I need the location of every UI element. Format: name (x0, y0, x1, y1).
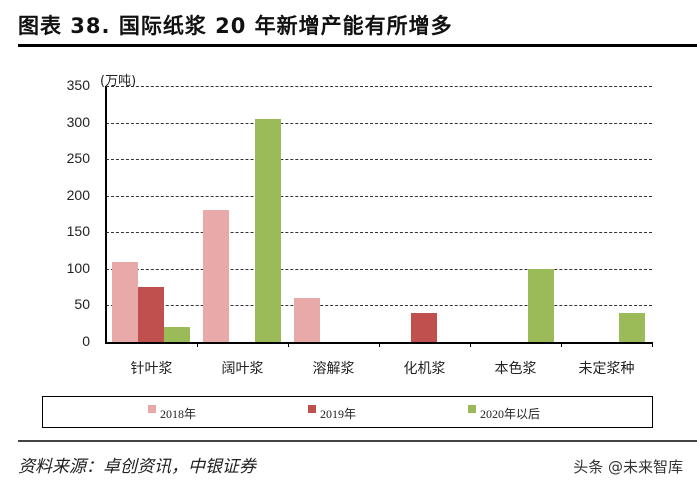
watermark: 头条 @未来智库 (573, 458, 683, 476)
x-tick (470, 342, 471, 347)
x-tick (652, 342, 653, 347)
source-note: 资料来源：卓创资讯，中银证券 (18, 457, 256, 477)
gridline (106, 195, 652, 197)
y-tick-label: 300 (66, 113, 90, 130)
swatch (468, 405, 476, 413)
swatch (308, 405, 316, 413)
x-category-label: 溶解浆 (312, 361, 355, 377)
x-category-label: 化机浆 (403, 361, 446, 377)
x-category-label: 针叶浆 (130, 361, 173, 377)
bar (164, 327, 190, 342)
swatch (148, 405, 156, 413)
y-tick-label: 100 (66, 259, 90, 276)
x-axis (105, 342, 652, 344)
gridline (106, 232, 652, 234)
bar (138, 287, 164, 342)
x-tick (197, 342, 198, 347)
bar (112, 261, 138, 342)
gridline (106, 305, 652, 307)
legend: 2018年 2019年 2020年以后 (42, 396, 653, 428)
gridline (106, 268, 652, 270)
footer-rule (18, 440, 697, 442)
title-rule (18, 44, 697, 47)
y-tick-label: 200 (66, 186, 90, 203)
bar (294, 298, 320, 342)
chart-title: 图表 38. 国际纸浆 20 年新增产能有所增多 (18, 14, 453, 38)
y-unit-label: (万吨) (100, 74, 137, 89)
bar (411, 312, 437, 342)
gridline (106, 86, 652, 87)
y-tick-label: 350 (66, 77, 90, 93)
x-tick (379, 342, 380, 347)
x-category-label: 未定浆种 (578, 361, 635, 377)
gridline (106, 159, 652, 161)
x-tick (561, 342, 562, 347)
x-category-label: 本色浆 (494, 361, 537, 377)
bar (528, 268, 554, 342)
y-tick-label: 0 (82, 333, 90, 349)
x-category-label: 阔叶浆 (221, 361, 264, 377)
y-tick-label: 250 (66, 150, 90, 167)
y-axis (105, 86, 107, 343)
bar (255, 118, 281, 342)
bar (203, 210, 229, 342)
y-tick-label: 150 (66, 223, 90, 240)
bar (619, 312, 645, 342)
x-tick (288, 342, 289, 347)
y-tick-label: 50 (74, 296, 90, 313)
legend-2019: 2019年 (308, 405, 356, 422)
gridline (106, 122, 652, 124)
bar-chart: (万吨) 350 300 250 200 150 100 50 0 针叶浆 阔叶浆 溶解浆 化机浆 本色… (66, 74, 653, 377)
legend-2020: 2020年以后 (468, 405, 540, 422)
legend-2018: 2018年 (148, 405, 196, 422)
